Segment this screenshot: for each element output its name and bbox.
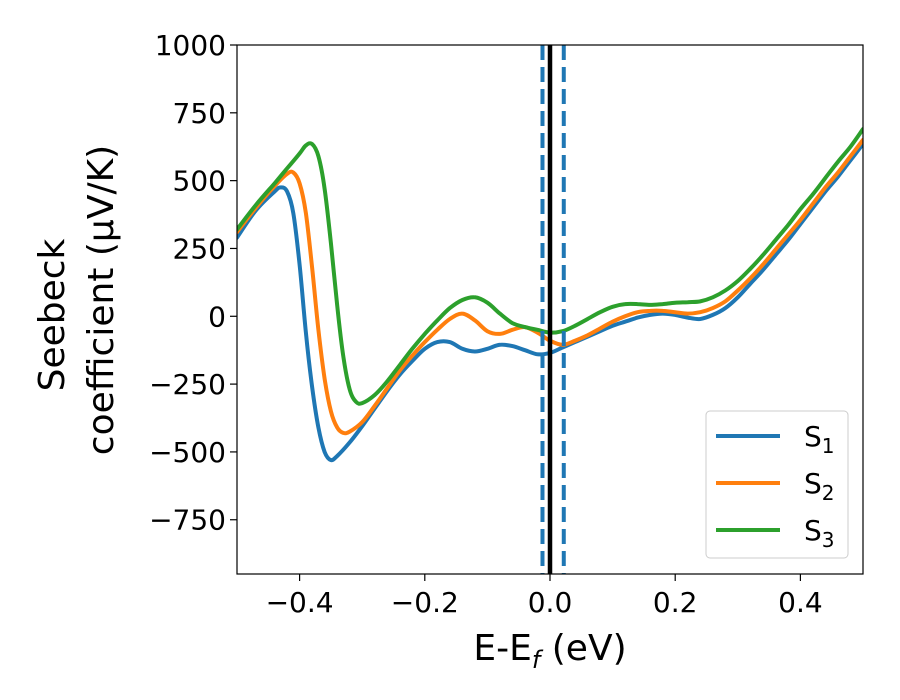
y-axis-ticks: 1000 750 500 250 0 −250 −500 −750 [149,29,237,537]
reference-lines [540,45,566,574]
y-tick-label: 750 [173,97,226,130]
x-axis-ticks: −0.4 −0.2 0.0 0.2 0.4 [266,574,823,619]
series-line-s3 [237,127,863,406]
series-lines [237,127,863,463]
y-axis-title-line2: coefficient (μV/K) [81,145,122,455]
legend-label-s2: S2 [804,467,835,505]
y-tick-label: −750 [149,504,226,537]
x-axis-title-main: E-E [473,628,531,669]
legend-label-s2-main: S [804,467,822,500]
legend-label-s3: S3 [804,514,835,552]
y-tick-label: 0 [208,300,226,333]
plot-frame [236,44,864,575]
y-axis-title-line1: Seebeck [32,238,73,391]
legend-label-s3-sub: 3 [822,528,835,552]
x-tick-label: −0.2 [391,586,459,619]
legend-label-s1: S1 [804,420,835,458]
y-tick-label: 500 [173,165,226,198]
series-line-s1 [237,142,863,463]
x-axis-title: E-Ef (eV) [473,628,626,674]
x-axis-title-unit: (eV) [540,628,626,669]
y-tick-label: 1000 [155,29,226,62]
x-tick-label: 0.0 [528,586,573,619]
legend-label-s1-main: S [804,420,822,453]
y-tick-label: −250 [149,368,226,401]
y-tick-label: 250 [173,232,226,265]
legend-label-s2-sub: 2 [822,481,835,505]
x-tick-label: 0.4 [778,586,823,619]
legend-label-s3-main: S [804,514,822,547]
legend-label-s1-sub: 1 [822,434,835,458]
legend: S1 S2 S3 [705,410,849,559]
x-tick-label: 0.2 [653,586,698,619]
y-tick-label: −500 [149,436,226,469]
x-tick-label: −0.4 [266,586,334,619]
